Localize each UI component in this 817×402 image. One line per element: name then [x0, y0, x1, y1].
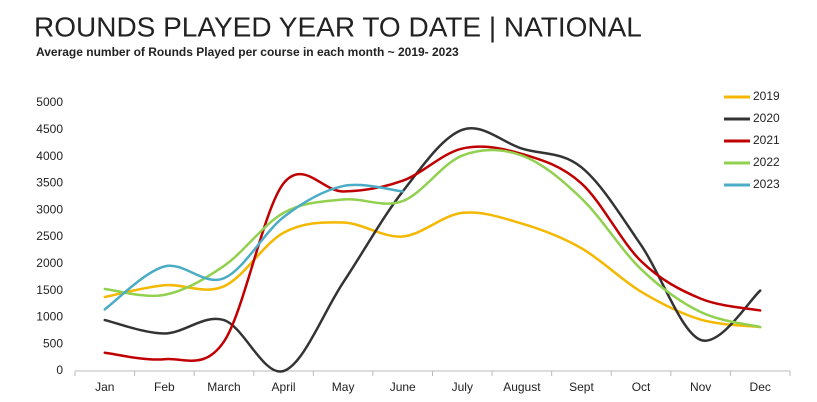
legend-label: 2022 — [753, 155, 780, 169]
x-tick-label: Nov — [690, 380, 711, 394]
series-line — [103, 148, 762, 329]
x-tick-label: June — [390, 380, 416, 394]
x-tick-label: Jan — [95, 380, 114, 394]
y-tick-label: 1000 — [36, 310, 63, 324]
x-tick-label: Dec — [750, 380, 771, 394]
y-tick-label: 3500 — [36, 176, 63, 190]
x-tick-label: March — [207, 380, 240, 394]
x-tick-label: Feb — [154, 380, 175, 394]
legend-label: 2021 — [753, 133, 780, 147]
y-tick-label: 2500 — [36, 229, 63, 243]
series-line — [103, 127, 762, 373]
series-line — [103, 145, 762, 362]
chart-title: ROUNDS PLAYED YEAR TO DATE | NATIONAL — [34, 11, 642, 42]
x-tick-label: April — [272, 380, 296, 394]
y-tick-label: 4000 — [36, 149, 63, 163]
y-tick-label: 2000 — [36, 256, 63, 270]
series-line — [103, 211, 762, 329]
y-tick-label: 0 — [56, 363, 63, 377]
x-tick-label: May — [332, 380, 355, 394]
x-tick-label: Oct — [632, 380, 651, 394]
legend-label: 2023 — [753, 177, 780, 191]
y-tick-label: 5000 — [36, 95, 63, 109]
chart-subtitle: Average number of Rounds Played per cour… — [36, 45, 459, 59]
legend-label: 2020 — [753, 111, 780, 125]
y-tick-label: 3000 — [36, 202, 63, 216]
legend-label: 2019 — [753, 89, 780, 103]
x-tick-label: August — [503, 380, 541, 394]
y-tick-label: 4500 — [36, 122, 63, 136]
y-tick-label: 1500 — [36, 283, 63, 297]
x-tick-label: Sept — [569, 380, 594, 394]
y-tick-label: 500 — [43, 336, 63, 350]
x-tick-label: July — [452, 380, 473, 394]
series-line — [103, 183, 404, 311]
